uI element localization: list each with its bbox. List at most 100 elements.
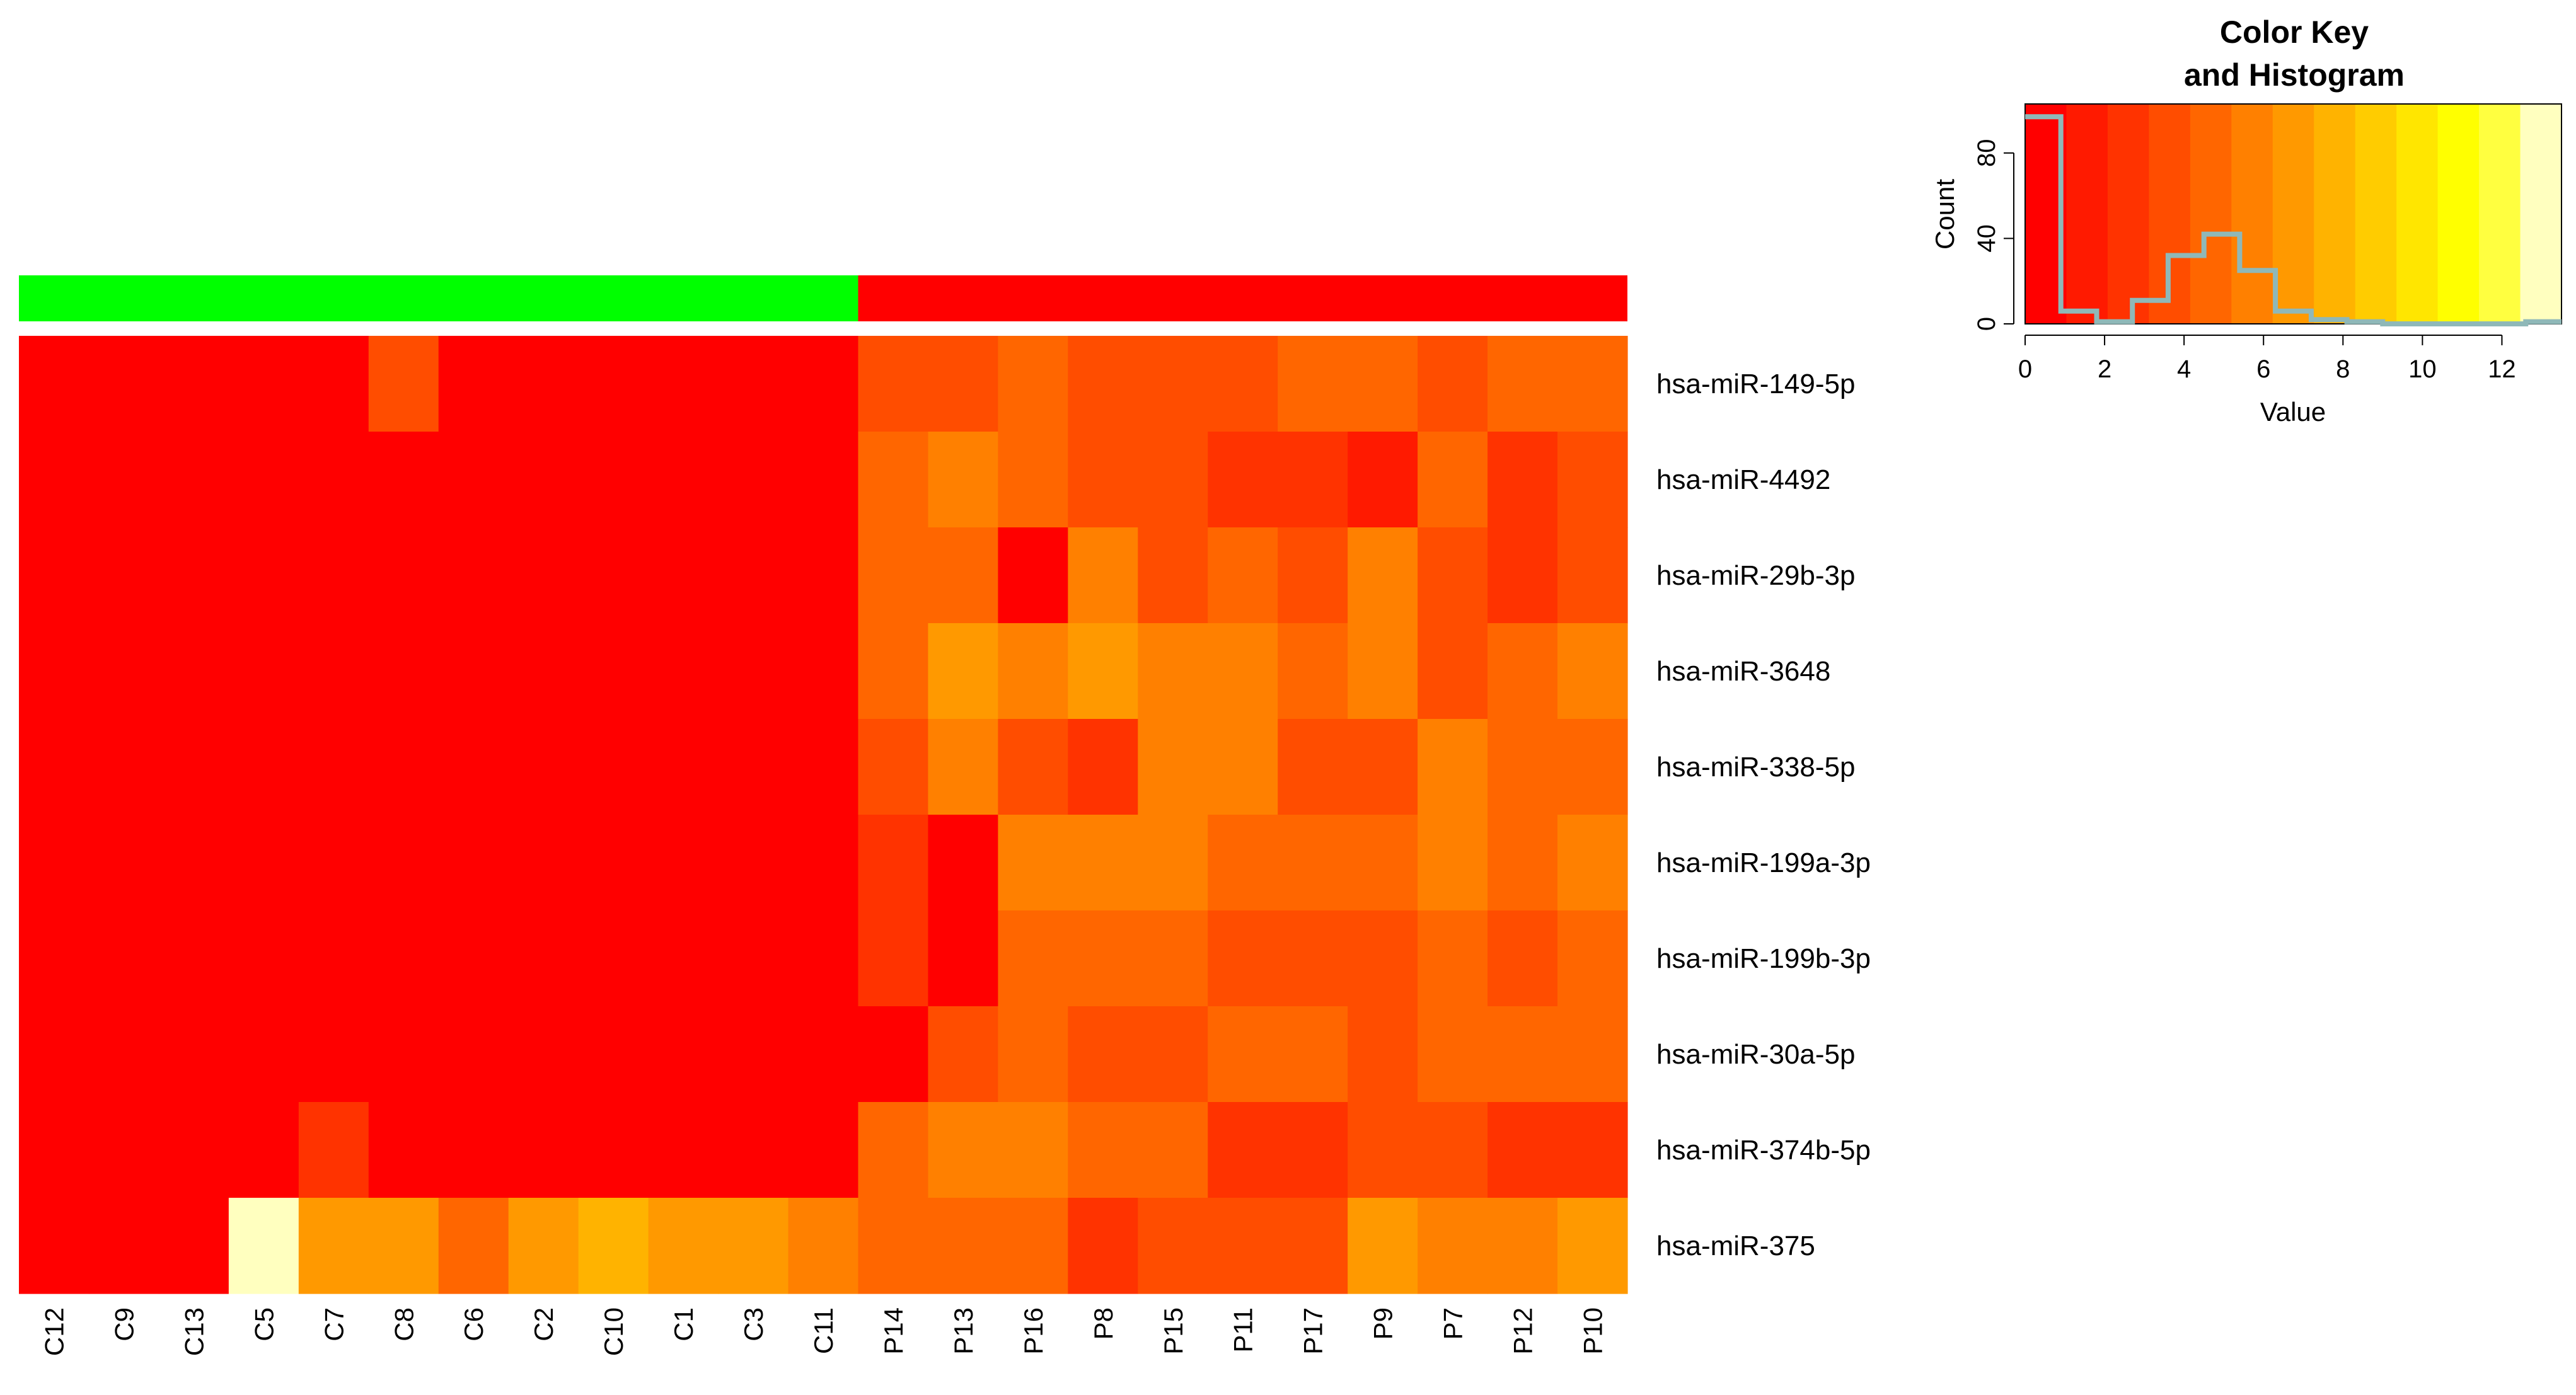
- heatmap-cell: [578, 815, 649, 911]
- heatmap-cell: [998, 623, 1068, 720]
- histogram-line: [2025, 114, 2562, 326]
- heatmap-cell: [1068, 815, 1138, 911]
- heatmap-cell: [1487, 1006, 1558, 1103]
- heatmap-cell: [928, 1102, 998, 1198]
- heatmap-cell: [228, 623, 299, 720]
- color-key-swatch: [2520, 104, 2562, 324]
- heatmap-cell: [298, 336, 369, 432]
- heatmap-cell: [158, 336, 229, 432]
- heatmap-cell: [1208, 815, 1278, 911]
- heatmap-cell: [298, 432, 369, 528]
- heatmap-cell: [508, 1198, 579, 1294]
- heatmap-cell: [228, 527, 299, 624]
- heatmap-cell: [858, 910, 929, 1007]
- heatmap-cell: [1557, 1102, 1628, 1198]
- heatmap-cell: [19, 432, 90, 528]
- heatmap-cell: [298, 1198, 369, 1294]
- heatmap-cell: [788, 910, 859, 1007]
- heatmap-cell: [998, 910, 1068, 1007]
- heatmap-cell: [648, 623, 719, 720]
- heatmap-cell: [1278, 432, 1348, 528]
- heatmap-cell: [508, 719, 579, 815]
- heatmap-cell: [1068, 910, 1138, 1007]
- column-label: P12: [1508, 1307, 1538, 1355]
- heatmap-cell: [1068, 336, 1138, 432]
- row-label: hsa-miR-4492: [1656, 464, 1830, 495]
- heatmap-cell: [788, 815, 859, 911]
- heatmap-cell: [788, 623, 859, 720]
- heatmap-cell: [858, 1006, 929, 1103]
- color-key-swatch: [2355, 104, 2397, 324]
- heatmap-cell: [19, 815, 90, 911]
- heatmap-cell: [158, 815, 229, 911]
- heatmap-cell: [1138, 815, 1208, 911]
- heatmap-cell: [1418, 527, 1488, 624]
- heatmap-cell: [648, 432, 719, 528]
- heatmap-cell: [19, 336, 90, 432]
- x-tick-label: 8: [2336, 355, 2350, 383]
- heatmap-cell: [368, 910, 439, 1007]
- column-label: P14: [879, 1307, 908, 1355]
- heatmap-cell: [88, 815, 159, 911]
- heatmap-cell: [928, 432, 998, 528]
- heatmap-cell: [1348, 623, 1418, 720]
- heatmap-cell: [438, 1198, 509, 1294]
- heatmap-cell: [1557, 432, 1628, 528]
- heatmap-cell: [298, 719, 369, 815]
- x-tick-label: 12: [2488, 355, 2516, 383]
- heatmap-cell: [648, 910, 719, 1007]
- heatmap-cell: [1418, 719, 1488, 815]
- heatmap-cell: [1418, 910, 1488, 1007]
- heatmap-cell: [1278, 1198, 1348, 1294]
- x-tick-label: 2: [2098, 355, 2111, 383]
- column-label: C9: [109, 1307, 139, 1341]
- heatmap-cell: [1068, 1102, 1138, 1198]
- column-label: C3: [739, 1307, 768, 1341]
- heatmap-cell: [928, 1198, 998, 1294]
- column-group-bar-2: [858, 275, 1627, 321]
- heatmap-cell: [1557, 1198, 1628, 1294]
- heatmap-cell: [298, 815, 369, 911]
- color-key-swatch: [2314, 104, 2356, 324]
- heatmap-cell: [1208, 527, 1278, 624]
- heatmap-cell: [998, 719, 1068, 815]
- column-label: C5: [249, 1307, 279, 1341]
- row-label: hsa-miR-199b-3p: [1656, 943, 1871, 974]
- heatmap-cell: [438, 1006, 509, 1103]
- heatmap-cell: [1348, 1006, 1418, 1103]
- heatmap-cell: [368, 336, 439, 432]
- heatmap-cell: [1208, 910, 1278, 1007]
- heatmap-cell: [1348, 336, 1418, 432]
- heatmap-cell: [298, 623, 369, 720]
- heatmap-cell: [508, 432, 579, 528]
- column-group-bar-1: [19, 275, 858, 321]
- y-tick-label: 40: [1973, 224, 2001, 253]
- heatmap-cell: [578, 1102, 649, 1198]
- heatmap-cell: [788, 336, 859, 432]
- heatmap-cell: [648, 336, 719, 432]
- heatmap-cell: [998, 1102, 1068, 1198]
- heatmap-cell: [508, 910, 579, 1007]
- heatmap-cell: [788, 1198, 859, 1294]
- heatmap-cell: [1278, 910, 1348, 1007]
- heatmap-cell: [1487, 815, 1558, 911]
- heatmap-cell: [1487, 527, 1558, 624]
- column-label: C13: [179, 1307, 209, 1356]
- heatmap-cell: [718, 1006, 789, 1103]
- heatmap-cells: [19, 336, 1628, 1294]
- heatmap-cell: [1208, 432, 1278, 528]
- x-axis-label: Value: [2260, 397, 2326, 427]
- heatmap-cell: [1068, 527, 1138, 624]
- heatmap-cell: [508, 527, 579, 624]
- heatmap-cell: [578, 910, 649, 1007]
- heatmap-cell: [648, 815, 719, 911]
- heatmap-cell: [508, 1102, 579, 1198]
- column-labels: C12 C9 C13 C5 C7 C8 C6 C2 C10 C1 C3 C11 P14 P13 P16 P8 P…: [40, 1307, 1608, 1356]
- heatmap-cell: [1068, 719, 1138, 815]
- heatmap-cell: [438, 1102, 509, 1198]
- heatmap-cell: [928, 815, 998, 911]
- heatmap-cell: [928, 910, 998, 1007]
- heatmap-cell: [158, 910, 229, 1007]
- heatmap-cell: [1208, 336, 1278, 432]
- heatmap-cell: [1208, 719, 1278, 815]
